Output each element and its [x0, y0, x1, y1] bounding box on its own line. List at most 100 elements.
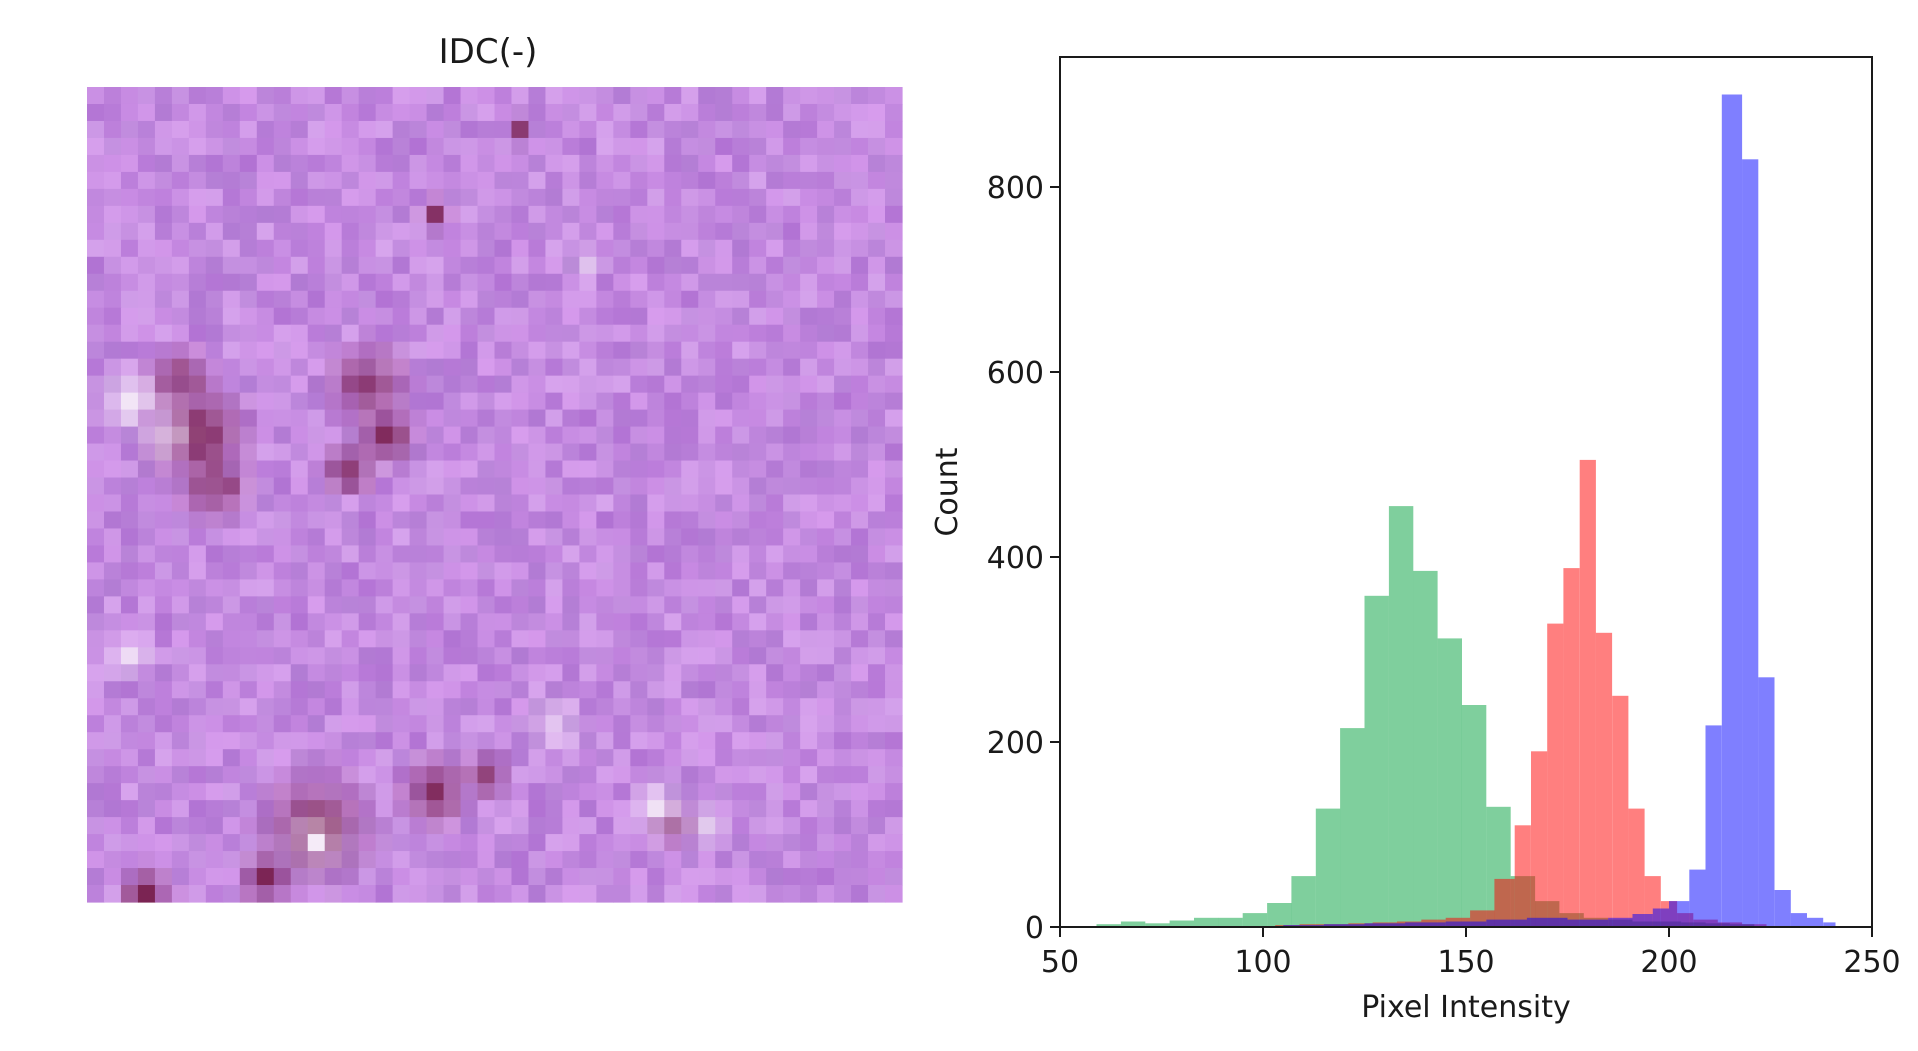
image-pixel [698, 528, 716, 547]
image-pixel [290, 171, 309, 190]
image-pixel [239, 630, 258, 648]
image-pixel [341, 290, 360, 309]
image-pixel [87, 732, 105, 750]
image-pixel [783, 664, 801, 682]
image-pixel [528, 715, 547, 733]
image-pixel [358, 103, 377, 122]
image-pixel [460, 273, 479, 292]
image-pixel [647, 630, 665, 648]
image-pixel [851, 120, 869, 139]
image-pixel [120, 647, 139, 665]
image-pixel [392, 579, 411, 597]
image-pixel [205, 817, 224, 835]
image-pixel [460, 885, 479, 903]
image-pixel [137, 732, 156, 750]
image-pixel [868, 171, 886, 190]
image-pixel [817, 256, 835, 275]
image-pixel [188, 137, 207, 156]
image-pixel [749, 494, 767, 513]
image-pixel [409, 375, 428, 394]
image-pixel [630, 562, 648, 580]
image-pixel [256, 596, 275, 614]
image-pixel [154, 290, 173, 309]
image-pixel [273, 256, 292, 275]
image-pixel [834, 171, 852, 190]
image-pixel [324, 783, 343, 801]
image-pixel [630, 851, 648, 869]
image-pixel [120, 579, 139, 597]
image-pixel [579, 290, 597, 309]
image-pixel [511, 528, 530, 547]
image-pixel [103, 409, 122, 428]
image-pixel [137, 205, 156, 224]
image-pixel [239, 358, 258, 377]
image-pixel [664, 358, 682, 377]
image-pixel [885, 511, 903, 530]
image-pixel [647, 426, 665, 445]
image-pixel [256, 154, 275, 173]
image-pixel [715, 579, 733, 597]
image-pixel [885, 87, 903, 105]
image-pixel [137, 426, 156, 445]
image-pixel [154, 171, 173, 190]
image-pixel [528, 171, 547, 190]
image-pixel [375, 715, 394, 733]
image-pixel [800, 392, 818, 411]
image-pixel [239, 613, 258, 631]
image-pixel [698, 409, 716, 428]
image-pixel [103, 647, 122, 665]
image-pixel [868, 205, 886, 224]
image-pixel [817, 681, 835, 699]
image-pixel [307, 528, 326, 547]
image-pixel [681, 783, 699, 801]
image-pixel [800, 681, 818, 699]
image-pixel [494, 205, 513, 224]
image-pixel [630, 137, 648, 156]
image-pixel [137, 477, 156, 496]
image-pixel [222, 443, 241, 462]
image-pixel [613, 137, 631, 156]
image-pixel [528, 800, 547, 818]
image-pixel [358, 120, 377, 139]
image-pixel [290, 749, 309, 767]
image-pixel [239, 375, 258, 394]
image-pixel [596, 562, 614, 580]
image-pixel [596, 545, 614, 564]
image-pixel [222, 647, 241, 665]
image-pixel [171, 256, 190, 275]
image-pixel [256, 545, 275, 564]
image-pixel [239, 800, 258, 818]
image-pixel [494, 103, 513, 122]
image-pixel [647, 120, 665, 139]
image-pixel [562, 868, 580, 886]
image-pixel [409, 87, 428, 105]
image-pixel [307, 664, 326, 682]
image-pixel [460, 681, 479, 699]
image-pixel [205, 222, 224, 241]
image-pixel [664, 681, 682, 699]
image-pixel [256, 851, 275, 869]
image-pixel [749, 868, 767, 886]
histogram-bar [1405, 922, 1446, 927]
image-pixel [800, 375, 818, 394]
image-pixel [562, 324, 580, 343]
image-pixel [817, 477, 835, 496]
image-pixel [511, 341, 530, 360]
image-pixel [103, 715, 122, 733]
image-pixel [87, 511, 105, 530]
image-pixel [324, 851, 343, 869]
image-pixel [188, 154, 207, 173]
image-pixel [545, 664, 564, 682]
image-pixel [87, 664, 105, 682]
image-pixel [324, 222, 343, 241]
image-pixel [732, 817, 750, 835]
image-pixel [834, 154, 852, 173]
image-pixel [681, 664, 699, 682]
image-pixel [834, 273, 852, 292]
image-pixel [103, 630, 122, 648]
image-pixel [494, 222, 513, 241]
image-pixel [749, 409, 767, 428]
image-pixel [749, 120, 767, 139]
